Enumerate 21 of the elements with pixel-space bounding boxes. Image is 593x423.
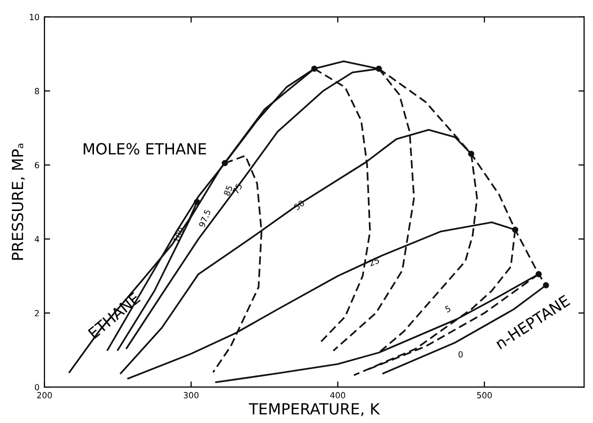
y-tick-label: 2 — [34, 310, 39, 316]
x-tick-label: 300 — [184, 392, 199, 398]
y-tick-label: 8 — [34, 88, 40, 94]
annotation: MOLE% ETHANE — [84, 143, 206, 155]
x-tick-label: 500 — [477, 392, 492, 398]
y-tick-label: 6 — [34, 162, 40, 168]
annotation: 0 — [458, 351, 463, 358]
y-tick-label: 4 — [34, 236, 40, 242]
annotation: 75 — [232, 183, 242, 194]
x-axis-title: TEMPERATURE, K — [248, 403, 380, 416]
annotation: 97.5 — [198, 209, 211, 228]
y-axis-title: PRESSURE, MPₐ — [12, 144, 25, 260]
annotation: 50 — [294, 200, 305, 210]
annotation: 100 — [173, 226, 184, 243]
x-tick-label: 200 — [37, 392, 52, 398]
annotation: 5 — [444, 305, 451, 313]
annotation: 85 — [223, 185, 233, 196]
y-tick-label: 0 — [34, 384, 40, 390]
y-tick-label: 10 — [30, 14, 40, 20]
annotation: 25 — [368, 256, 380, 266]
x-tick-label: 400 — [330, 392, 346, 398]
